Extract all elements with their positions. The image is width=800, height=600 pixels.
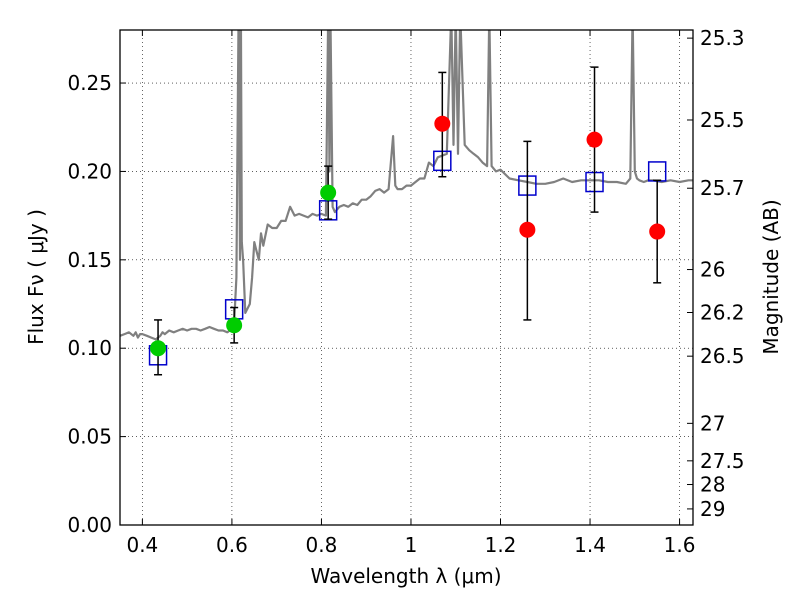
y-tick-label: 0.20 [67,159,112,183]
right-tick-label: 29 [700,497,725,521]
observed-flux-point [226,317,243,334]
x-tick-label: 0.8 [306,533,338,557]
ticks: 0.4 0.6 0.8 1 1.2 1.4 1.6 0.00 0.05 0.10 0.15 0.20 0… [67,26,744,557]
observed-flux-point [320,184,337,201]
observed-flux-point [150,340,167,357]
observed-flux-point [434,115,451,132]
y-tick-label: 0.15 [67,248,112,272]
right-tick-label: 25.3 [700,26,745,50]
right-tick-label: 27 [700,411,725,435]
right-tick-label: 27.5 [700,449,745,473]
right-tick-label: 28 [700,473,725,497]
x-axis-title: Wavelength λ (μm) [310,564,501,588]
right-tick-label: 25.5 [700,108,745,132]
plot-frame [119,29,694,526]
y-tick-label: 0.05 [67,425,112,449]
observed-flux-point [649,223,666,240]
y-tick-label: 0.25 [67,71,112,95]
right-axis-title: Magnitude (AB) [759,199,783,354]
grid [120,30,693,526]
model-spectrum-line [120,30,693,341]
right-tick-label: 25.7 [700,176,745,200]
right-tick-label: 26.5 [700,344,745,368]
x-tick-label: 1.6 [664,533,696,557]
right-tick-label: 26 [700,258,725,282]
x-tick-label: 0.4 [126,533,158,557]
x-tick-label: 1.2 [485,533,517,557]
plot-background [120,30,693,525]
observed-flux-point [519,221,536,238]
y-axis-title: Flux Fν ( μJy ) [24,209,48,345]
points-layer [148,66,667,376]
x-tick-label: 1.4 [574,533,606,557]
y-tick-label: 0.00 [67,513,112,537]
y-tick-label: 0.10 [67,336,112,360]
right-tick-label: 26.2 [700,301,745,325]
observed-flux-point [586,131,603,148]
x-tick-label: 1 [405,533,418,557]
series-layer [120,30,693,341]
x-tick-label: 0.6 [216,533,248,557]
